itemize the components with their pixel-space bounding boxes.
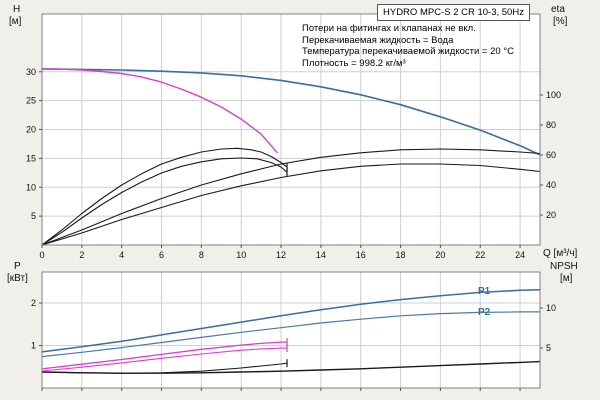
- y-left-tick-label: 15: [26, 153, 36, 163]
- curve-eta-two-pumps-b: [41, 163, 541, 246]
- y-right-tick-label: 5: [546, 343, 551, 353]
- p-axis-label: P: [14, 261, 21, 272]
- x-tick-label: 6: [159, 250, 164, 260]
- x-tick-label: 4: [119, 250, 124, 260]
- note-line-1: Потери на фитингах и клапанах не вкл.: [302, 23, 476, 34]
- y-right-tick-label: 10: [546, 303, 556, 313]
- curve-eta-two-pumps-a: [41, 148, 541, 246]
- x-tick-label: 24: [515, 250, 525, 260]
- y-left-tick-label: 1: [31, 341, 36, 351]
- x-tick-label: 22: [475, 250, 485, 260]
- h-axis-unit: [м]: [9, 16, 22, 27]
- curve-qh-two-pumps: [41, 68, 541, 156]
- q-axis-label: Q [м³/ч]: [543, 248, 578, 259]
- y-left-tick-label: 5: [31, 211, 36, 221]
- curve-eta-one-pump-b: [41, 157, 288, 246]
- curve-p1-one-pump: [41, 341, 288, 370]
- curve-p1-two-pumps: [41, 289, 541, 353]
- x-tick-label: 12: [276, 250, 286, 260]
- eta-axis-unit: [%]: [553, 16, 568, 27]
- curve-p2-one-pump: [41, 347, 288, 372]
- x-tick-label: 8: [199, 250, 204, 260]
- p1-series-label: P1: [478, 286, 491, 297]
- p-axis-unit: [кВт]: [7, 273, 28, 284]
- y-left-tick-label: 2: [31, 298, 36, 308]
- note-line-4: Плотность = 998.2 кг/м³: [302, 57, 406, 69]
- curve-qh-one-pump: [41, 68, 278, 154]
- chart-title-box: HYDRO MPC-S 2 CR 10-3, 50Hz: [377, 4, 530, 21]
- y-right-tick-label: 60: [546, 150, 556, 160]
- y-right-tick-label: 40: [546, 180, 556, 190]
- p2-series-label: P2: [478, 307, 491, 318]
- curve-p2-two-pumps: [41, 311, 541, 358]
- x-tick-label: 16: [356, 250, 366, 260]
- curve-eta-one-pump-a: [41, 147, 288, 246]
- x-tick-label: 18: [396, 250, 406, 260]
- y-right-tick-label: 80: [546, 120, 556, 130]
- x-tick-label: 20: [435, 250, 445, 260]
- npsh-axis-label: NPSH: [550, 261, 578, 272]
- h-axis-label: H: [13, 4, 21, 15]
- npsh-axis-unit: [м]: [560, 273, 573, 284]
- note-line-2: Перекачиваемая жидкость = Вода: [302, 34, 454, 46]
- y-left-tick-label: 30: [26, 67, 36, 77]
- x-tick-label: 0: [39, 250, 44, 260]
- eta-axis-label: eta: [551, 4, 565, 15]
- y-left-tick-label: 20: [26, 125, 36, 135]
- y-right-tick-label: 100: [546, 90, 561, 100]
- x-tick-label: 10: [236, 250, 246, 260]
- x-tick-label: 14: [316, 250, 326, 260]
- y-right-tick-label: 20: [546, 210, 556, 220]
- notes-block: Потери на фитингах и клапанах не вкл. Пе…: [302, 23, 514, 69]
- y-left-tick-label: 25: [26, 96, 36, 106]
- curve-npsh-one-pump: [41, 362, 288, 374]
- note-line-3: Температура перекачиваемой жидкости = 20…: [302, 46, 514, 57]
- y-left-tick-label: 10: [26, 182, 36, 192]
- chart-title: HYDRO MPC-S 2 CR 10-3, 50Hz: [383, 7, 524, 18]
- x-tick-label: 2: [79, 250, 84, 260]
